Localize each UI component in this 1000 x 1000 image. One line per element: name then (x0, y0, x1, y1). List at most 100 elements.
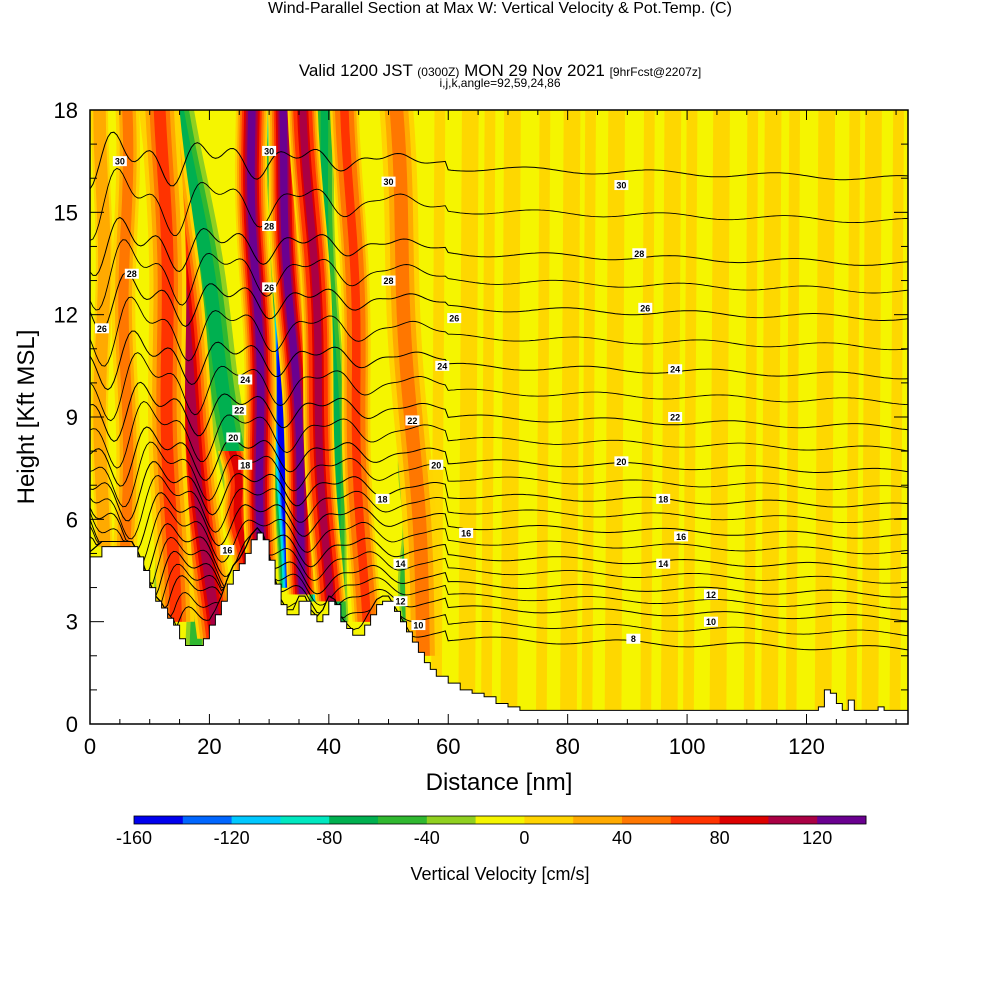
contour-label: 18 (240, 460, 250, 470)
contour-label-bg (238, 374, 253, 385)
contour-label: 28 (127, 269, 137, 279)
weak-updraft-streak (814, 110, 836, 711)
contour-label-bg (232, 405, 247, 416)
contour-label: 30 (115, 157, 125, 167)
weak-updraft-streak (761, 110, 782, 711)
theta-contour-line (90, 492, 908, 551)
colorbar-tick-label: -80 (316, 828, 342, 848)
y-tick-label: 18 (54, 98, 78, 123)
contour-label-bg (656, 558, 671, 569)
contour-label: 26 (640, 303, 650, 313)
colorbar-swatch (573, 816, 623, 824)
contour-label: 16 (222, 546, 232, 556)
weak-updraft-streak (604, 110, 626, 711)
colorbar-title: Vertical Velocity [cm/s] (410, 864, 589, 884)
x-tick-label: 20 (197, 734, 221, 759)
contour-label: 14 (395, 559, 405, 569)
weak-updraft-streak (845, 110, 861, 711)
contour-label: 26 (97, 324, 107, 334)
contour-label-bg (459, 527, 474, 538)
x-axis-title: Distance [nm] (426, 769, 573, 796)
colorbar-swatch (280, 816, 330, 824)
weak-updraft-streak (560, 110, 581, 711)
contour-label: 22 (670, 413, 680, 423)
contour-label-bg (614, 456, 629, 467)
contour-label-bg (674, 531, 689, 542)
theta-contour-line (90, 216, 908, 276)
theta-contour-line (90, 330, 908, 391)
updraft-band (299, 110, 335, 602)
contour-label-bg (393, 596, 408, 607)
contour-label-bg (429, 459, 444, 470)
contour-label: 16 (676, 532, 686, 542)
contour-label: 20 (431, 460, 441, 470)
contour-label: 28 (384, 276, 394, 286)
contour-label: 14 (658, 559, 668, 569)
colorbar-tick-label: -120 (214, 828, 250, 848)
contour-label-bg (393, 558, 408, 569)
contour-label: 8 (631, 634, 636, 644)
terrain-mask (90, 532, 908, 724)
contour-label: 24 (240, 375, 250, 385)
contour-label: 16 (461, 528, 471, 538)
title-main: Wind-Parallel Section at Max W: Vertical… (268, 0, 706, 17)
contour-label: 24 (437, 361, 447, 371)
updraft-band (153, 110, 182, 622)
contour-label-bg (381, 275, 396, 286)
contour-label: 20 (616, 457, 626, 467)
weak-updraft-streak (785, 110, 801, 711)
contour-label-bg (375, 493, 390, 504)
contour-label-bg (626, 633, 641, 644)
contour-labels: 30 30 30 30 28 28 28 28 26 26 26 26 24 24 24 22 22 22 20 20… (94, 145, 718, 644)
colorbar-swatch (231, 816, 281, 824)
y-tick-label: 12 (54, 303, 78, 328)
y-tick-label: 15 (54, 200, 78, 225)
y-tick-label: 0 (66, 712, 78, 737)
terrain (90, 532, 908, 724)
contour-label-bg (94, 323, 109, 334)
contour-label: 24 (670, 365, 680, 375)
colorbar-swatch (182, 816, 233, 824)
colorbar-swatch (378, 816, 428, 824)
colorbar-swatch (817, 816, 867, 824)
contour-label: 22 (407, 416, 417, 426)
copyright-mark: (C) (709, 0, 732, 17)
colorbar-swatch (329, 816, 379, 824)
theta-contour-line (90, 167, 908, 241)
weak-updraft-streak (458, 110, 479, 711)
theta-contour-line (90, 461, 908, 522)
x-tick-label: 60 (436, 734, 460, 759)
forecast-info: [9hrFcst@2207z] (609, 65, 702, 79)
contour-label: 30 (264, 146, 274, 156)
theta-contour-line (90, 506, 908, 563)
valid-zulu: (0300Z) (417, 65, 460, 79)
x-tick-label: 100 (669, 734, 706, 759)
contour-label: 18 (658, 494, 668, 504)
updraft-band (154, 110, 223, 639)
contour-label-bg (447, 313, 462, 324)
contour-label: 28 (264, 221, 274, 231)
x-tick-label: 40 (317, 734, 341, 759)
contour-label-bg (262, 282, 277, 293)
weak-updraft-streak (889, 110, 904, 711)
weak-updraft-streak (535, 110, 551, 711)
theta-contour-line (90, 519, 908, 577)
weak-updraft-streak (709, 110, 730, 711)
contour-label-bg (220, 545, 235, 556)
contour-label-bg (703, 589, 718, 600)
theta-contour-line (90, 381, 908, 442)
colorbar-tick-label: 0 (519, 828, 529, 848)
updraft-band (389, 110, 430, 656)
weak-updraft-streak (743, 110, 759, 711)
contour-label-bg (668, 364, 683, 375)
contour-label-bg (638, 302, 653, 313)
contour-label: 20 (228, 433, 238, 443)
chart-subtitle: Valid 1200 JST (0300Z) MON 29 Nov 2021 [… (0, 61, 1000, 81)
colorbar-tick-label: 80 (710, 828, 730, 848)
contour-label: 12 (395, 597, 405, 607)
y-tick-label: 3 (66, 610, 78, 635)
chart-title: Wind-Parallel Section at Max W: Vertical… (0, 0, 1000, 18)
theta-contour-line (90, 239, 908, 311)
colorbar-swatch (426, 816, 477, 824)
x-tick-label: 0 (84, 734, 96, 759)
